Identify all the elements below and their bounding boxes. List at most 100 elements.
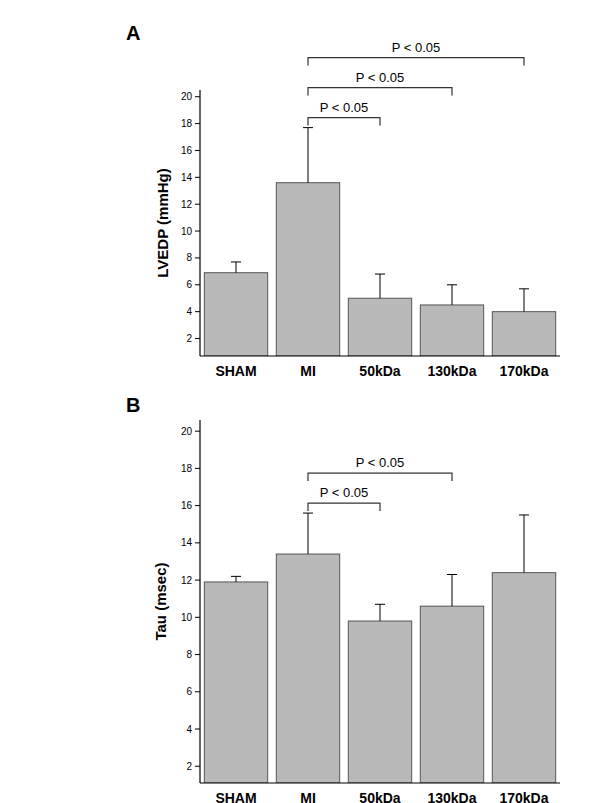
panel: ALVEDP (mmHg)2468101214161820SHAMMI50kDa…	[126, 22, 560, 379]
significance-bracket: P < 0.05	[308, 40, 524, 66]
y-tick-label: 6	[186, 686, 192, 697]
figure: A LVEDP (mmHg) 2 4 6 8 10 12 14 16 18 20 SHAM MI 50kDa…	[0, 0, 597, 803]
error-cap	[303, 127, 313, 128]
bracket-line	[308, 58, 524, 66]
y-tick-label: 10	[181, 612, 193, 623]
error-cap	[231, 576, 241, 577]
y-tick-label: 6	[186, 279, 192, 290]
panel-title: B	[126, 394, 140, 416]
y-tick	[195, 691, 200, 692]
error-line	[236, 576, 237, 582]
error-bar	[303, 513, 313, 554]
significance-label: P < 0.05	[356, 455, 405, 470]
y-tick	[195, 766, 200, 767]
bar	[420, 606, 483, 783]
y-tick	[195, 338, 200, 339]
significance-label: P < 0.05	[320, 100, 369, 115]
significance-label: P < 0.05	[356, 70, 405, 85]
error-bar	[447, 285, 457, 305]
y-tick	[195, 729, 200, 730]
y-tick	[195, 284, 200, 285]
error-line	[308, 513, 309, 554]
error-cap	[231, 261, 241, 262]
error-bar	[375, 604, 385, 621]
y-tick-label: 2	[186, 333, 192, 344]
error-line	[308, 128, 309, 183]
y-tick-label: 18	[181, 463, 193, 474]
x-axis	[200, 782, 560, 783]
panel-title: A	[126, 22, 140, 44]
y-tick-label: 12	[181, 199, 193, 210]
marks	[204, 513, 555, 783]
error-cap	[447, 284, 457, 285]
y-tick-label: 20	[181, 91, 193, 102]
bar	[348, 621, 411, 783]
y-tick-label: 2	[186, 761, 192, 772]
error-line	[524, 289, 525, 312]
bar	[276, 554, 339, 783]
y-axis-label: LVEDP (mmHg)	[154, 168, 171, 277]
bar	[276, 183, 339, 356]
y-tick-label: 8	[186, 649, 192, 660]
error-cap	[303, 513, 313, 514]
bar	[492, 312, 555, 356]
x-tick-label: SHAM	[215, 363, 256, 379]
x-tick-label: 130kDa	[427, 363, 476, 379]
y-tick	[195, 177, 200, 178]
y-tick	[195, 468, 200, 469]
bracket-line	[308, 503, 380, 511]
error-line	[380, 274, 381, 298]
error-cap	[375, 274, 385, 275]
y-tick	[195, 654, 200, 655]
y-tick	[195, 505, 200, 506]
y-tick-label: 8	[186, 252, 192, 263]
y-tick-label: 10	[181, 226, 193, 237]
y-tick	[195, 96, 200, 97]
error-cap	[519, 514, 529, 515]
bracket-line	[308, 118, 380, 126]
significance-label: P < 0.05	[392, 40, 441, 55]
y-tick-label: 16	[181, 500, 193, 511]
error-line	[524, 515, 525, 573]
error-bar	[447, 575, 457, 607]
error-line	[452, 575, 453, 607]
y-tick-label: 18	[181, 118, 193, 129]
bar	[204, 582, 267, 783]
y-tick	[195, 257, 200, 258]
error-bar	[231, 262, 241, 273]
y-tick	[195, 123, 200, 124]
marks	[204, 128, 555, 356]
x-tick-label: MI	[300, 790, 316, 803]
bracket-line	[308, 473, 452, 481]
error-bar	[303, 128, 313, 183]
y-tick	[195, 617, 200, 618]
significance-bracket: P < 0.05	[308, 455, 452, 481]
y-tick	[195, 231, 200, 232]
error-line	[380, 604, 381, 621]
error-bar	[231, 576, 241, 582]
significance-label: P < 0.05	[320, 485, 369, 500]
error-bar	[519, 515, 529, 573]
error-line	[236, 262, 237, 273]
error-bar	[519, 289, 529, 312]
y-tick-label: 16	[181, 145, 193, 156]
y-tick-label: 12	[181, 575, 193, 586]
y-tick-label: 4	[186, 306, 192, 317]
y-tick	[195, 431, 200, 432]
y-tick-label: 4	[186, 724, 192, 735]
y-axis	[199, 90, 200, 356]
y-tick	[195, 311, 200, 312]
significance-bracket: P < 0.05	[308, 485, 380, 511]
y-tick-label: 14	[181, 172, 193, 183]
error-cap	[519, 288, 529, 289]
significance-bracket: P < 0.05	[308, 100, 380, 126]
x-tick-label: 170kDa	[499, 363, 548, 379]
error-cap	[375, 604, 385, 605]
y-tick	[195, 580, 200, 581]
y-tick	[195, 150, 200, 151]
y-tick	[195, 542, 200, 543]
x-tick-label: MI	[300, 363, 316, 379]
bar	[348, 298, 411, 356]
x-axis	[200, 355, 560, 356]
x-tick-label: 50kDa	[359, 790, 400, 803]
